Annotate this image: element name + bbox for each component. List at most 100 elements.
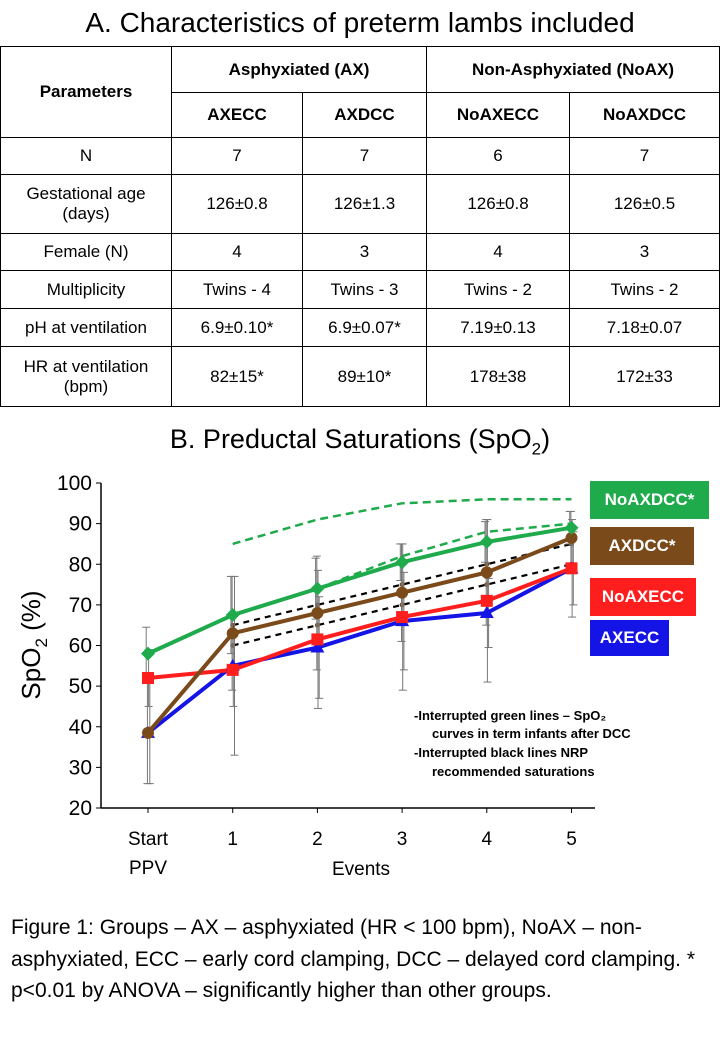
characteristics-table: Parameters Asphyxiated (AX) Non-Asphyxia… xyxy=(0,46,720,407)
svg-text:-Interrupted green lines – SpO: -Interrupted green lines – SpO₂ xyxy=(414,708,606,723)
x-tick-label: PPV xyxy=(129,858,167,879)
x-tick-label: 3 xyxy=(397,829,408,850)
data-point xyxy=(311,633,324,646)
x-tick-label: 4 xyxy=(482,829,493,850)
reference-point xyxy=(230,643,236,648)
row-label: HR at ventilation (bpm) xyxy=(0,346,172,407)
row-label: pH at ventilation xyxy=(0,308,172,347)
row-label: N xyxy=(0,137,172,175)
table-cell: Twins - 4 xyxy=(171,270,303,309)
data-point xyxy=(226,663,239,676)
spo2-chart: 20 30 40 50 60 70 80 90 100 Start PPV 1 2 3 4 5 SpO2 (%… xyxy=(16,472,631,880)
data-point xyxy=(479,606,494,618)
table-cell: 89±10* xyxy=(302,346,427,407)
table-title: A. Characteristics of preterm lambs incl… xyxy=(85,7,635,38)
legend-axecc: AXECC xyxy=(590,620,669,656)
data-point xyxy=(225,608,240,623)
table-cell: 7.18±0.07 xyxy=(569,308,720,347)
table-row: Multiplicity Twins - 4 Twins - 3 Twins -… xyxy=(0,270,720,309)
series-line xyxy=(146,566,573,735)
table-cell: 82±15* xyxy=(171,346,303,407)
table-cell: Twins - 3 xyxy=(302,270,427,309)
x-tick-label: 1 xyxy=(227,829,238,850)
data-point xyxy=(564,520,579,535)
reference-line xyxy=(232,498,572,546)
y-tick-label: 20 xyxy=(69,797,92,820)
series-line xyxy=(147,566,573,680)
group-header-ax: Asphyxiated (AX) xyxy=(171,46,427,93)
table-cell: 7 xyxy=(171,137,303,175)
group-header-noax: Non-Asphyxiated (NoAX) xyxy=(426,46,720,93)
table-cell: 126±0.8 xyxy=(426,174,570,234)
data-point xyxy=(142,672,154,684)
reference-line xyxy=(232,542,572,627)
row-label: Multiplicity xyxy=(0,270,172,309)
reference-point xyxy=(230,622,236,628)
table-row: N 7 7 6 7 xyxy=(0,137,720,175)
x-tick-label: Start xyxy=(128,829,169,850)
y-axis-label: SpO2 (%) xyxy=(16,590,51,699)
table-cell: 6 xyxy=(426,137,570,175)
parameters-header: Parameters xyxy=(0,46,172,138)
y-tick-label: 50 xyxy=(69,675,92,698)
series-line xyxy=(147,525,572,656)
row-label: Female (N) xyxy=(0,233,172,271)
y-tick-label: 30 xyxy=(69,756,92,779)
table-cell: 126±0.5 xyxy=(569,174,720,234)
data-point xyxy=(480,594,493,607)
data-point xyxy=(395,555,410,570)
annotation-text: -Interrupted green lines – SpO₂ curves i… xyxy=(414,708,631,779)
table-cell: 7 xyxy=(302,137,427,175)
data-point xyxy=(565,531,578,544)
data-point xyxy=(396,586,409,599)
data-point xyxy=(565,562,578,575)
table-row: HR at ventilation (bpm) 82±15* 89±10* 178… xyxy=(0,346,720,407)
reference-line xyxy=(316,522,572,590)
column-header: NoAXECC xyxy=(426,92,570,138)
table-cell: 6.9±0.10* xyxy=(171,308,303,347)
table-cell: 4 xyxy=(426,233,570,271)
data-point xyxy=(396,611,409,624)
reference-point xyxy=(399,602,405,608)
table-cell: 3 xyxy=(302,233,427,271)
svg-text:recommended saturations: recommended saturations xyxy=(432,764,595,779)
table-cell: Twins - 2 xyxy=(426,270,570,309)
data-point xyxy=(226,627,239,640)
x-axis-label: Events xyxy=(332,859,390,880)
table-cell: 178±38 xyxy=(426,346,570,407)
x-tick-label: 5 xyxy=(566,829,577,850)
column-header: AXECC xyxy=(171,92,303,138)
series-line xyxy=(146,535,573,735)
table-cell: 7 xyxy=(569,137,720,175)
figure-caption: Figure 1: Groups – AX – asphyxiated (HR … xyxy=(11,916,695,1002)
table-cell: 126±0.8 xyxy=(171,174,303,234)
data-point xyxy=(142,726,154,739)
svg-text:curves in term infants after D: curves in term infants after DCC xyxy=(432,726,631,741)
y-tick-label: 80 xyxy=(69,553,92,576)
table-cell: 126±1.3 xyxy=(302,174,427,234)
svg-text:-Interrupted black lines NRP: -Interrupted black lines NRP xyxy=(414,745,588,760)
column-header: AXDCC xyxy=(302,92,427,138)
y-tick-label: 60 xyxy=(69,635,92,658)
data-point xyxy=(310,581,325,596)
reference-point xyxy=(484,582,490,588)
reference-point xyxy=(484,561,490,567)
chart-title: B. Preductal Saturations (SpO2) xyxy=(169,424,551,459)
table-row: Gestational age (days) 126±0.8 126±1.3 12… xyxy=(0,174,720,234)
table-cell: 7.19±0.13 xyxy=(426,308,570,347)
table-cell: 3 xyxy=(569,233,720,271)
data-point xyxy=(141,646,155,661)
legend-noaxecc: NoAXECC xyxy=(590,578,696,616)
legend-axdcc: AXDCC* xyxy=(590,527,694,565)
column-header: NoAXDCC xyxy=(569,92,720,138)
x-tick-label: 2 xyxy=(312,829,323,850)
reference-point xyxy=(314,622,320,628)
reference-point xyxy=(314,602,320,608)
y-tick-label: 40 xyxy=(69,716,92,739)
data-point xyxy=(480,566,493,579)
data-point xyxy=(311,607,324,619)
table-row: pH at ventilation 6.9±0.10* 6.9±0.07* 7.… xyxy=(0,308,720,347)
row-label: Gestational age (days) xyxy=(0,174,172,234)
table-cell: 6.9±0.07* xyxy=(302,308,427,347)
table-row: Female (N) 4 3 4 3 xyxy=(0,233,720,271)
